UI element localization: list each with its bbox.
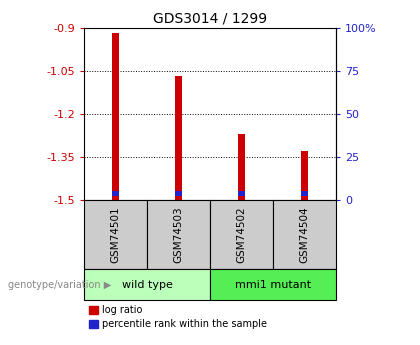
Legend: log ratio, percentile rank within the sample: log ratio, percentile rank within the sa…: [89, 305, 268, 329]
Text: GSM74501: GSM74501: [110, 206, 121, 263]
Bar: [84, 269, 210, 300]
Bar: [210, 200, 273, 269]
Bar: [210, 269, 336, 300]
Bar: [84, 200, 147, 269]
Bar: [301, 151, 308, 200]
Bar: [147, 200, 210, 269]
Text: wild type: wild type: [121, 280, 173, 289]
Bar: [112, 33, 119, 200]
Text: GSM74502: GSM74502: [236, 206, 247, 263]
Bar: [238, 134, 245, 200]
Text: genotype/variation ▶: genotype/variation ▶: [8, 280, 112, 289]
Text: GSM74504: GSM74504: [299, 206, 310, 263]
Bar: [238, 190, 245, 196]
Text: mmi1 mutant: mmi1 mutant: [235, 280, 311, 289]
Bar: [112, 190, 119, 196]
Title: GDS3014 / 1299: GDS3014 / 1299: [153, 11, 267, 25]
Bar: [175, 190, 182, 196]
Text: GSM74503: GSM74503: [173, 206, 184, 263]
Bar: [273, 200, 336, 269]
Bar: [301, 190, 308, 196]
Bar: [175, 77, 182, 200]
